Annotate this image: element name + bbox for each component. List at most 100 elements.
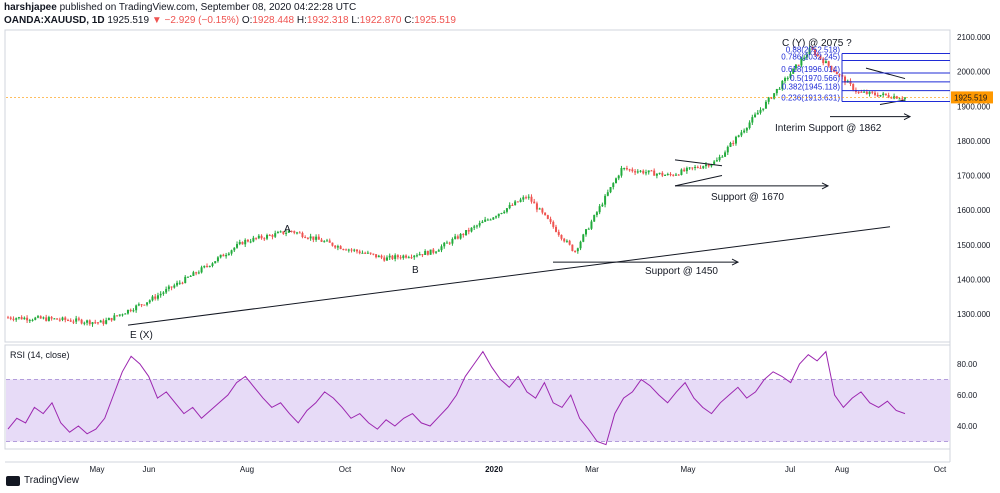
- candle-body: [857, 91, 860, 93]
- candle-body: [631, 169, 634, 172]
- rsi-tick-label: 80.00: [957, 360, 978, 369]
- candle-body: [116, 315, 119, 317]
- candle-body: [751, 117, 754, 123]
- time-tick-label: 2020: [485, 465, 503, 474]
- candle-body: [863, 91, 866, 93]
- candle-body: [874, 92, 877, 95]
- candle-body: [369, 252, 372, 254]
- candle-body: [830, 65, 833, 71]
- candle-body: [287, 230, 290, 233]
- candle-body: [304, 237, 307, 239]
- candle-body: [99, 320, 102, 323]
- candle-body: [890, 97, 893, 99]
- candle-body: [729, 142, 732, 147]
- candle-body: [126, 309, 129, 314]
- candle-body: [901, 98, 904, 100]
- candle-body: [424, 251, 427, 255]
- price-tick-label: 1300.000: [957, 310, 991, 319]
- candle-body: [366, 252, 369, 254]
- candle-body: [546, 215, 549, 219]
- candle-body: [388, 255, 391, 258]
- candle-body: [96, 322, 99, 324]
- candle-body: [852, 83, 855, 90]
- candle-body: [748, 122, 751, 128]
- candle-body: [36, 316, 39, 318]
- candle-body: [315, 236, 318, 240]
- candle-body: [650, 170, 653, 172]
- candle-body: [165, 289, 168, 293]
- high-value: 1932.318: [306, 15, 349, 26]
- candle-body: [195, 272, 198, 274]
- support-1450-label: Support @ 1450: [645, 266, 718, 277]
- candle-body: [614, 178, 617, 184]
- candle-body: [486, 219, 489, 221]
- time-tick-label: Oct: [934, 465, 947, 474]
- candle-body: [298, 232, 301, 234]
- candle-body: [454, 236, 457, 239]
- candle-body: [835, 71, 838, 75]
- candle-body: [167, 286, 170, 290]
- candle-body: [647, 170, 650, 173]
- candle-body: [69, 320, 72, 322]
- candle-body: [445, 242, 448, 244]
- candle-body: [211, 263, 214, 266]
- candle-body: [361, 252, 364, 254]
- candle-body: [405, 255, 408, 258]
- candle-body: [617, 175, 620, 179]
- candle-body: [786, 77, 789, 79]
- candle-body: [173, 285, 176, 288]
- candle-body: [432, 249, 435, 253]
- candle-body: [312, 236, 315, 240]
- candle-body: [574, 250, 577, 252]
- candle-body: [23, 317, 26, 320]
- fib-level-label: 0.88(2052.518): [786, 45, 841, 54]
- candle-body: [519, 199, 522, 202]
- candle-body: [200, 267, 203, 273]
- candle-body: [775, 88, 778, 94]
- candle-body: [118, 314, 121, 316]
- time-tick-label: May: [89, 465, 104, 474]
- candle-body: [148, 300, 151, 303]
- author-name[interactable]: harshjapee: [4, 2, 57, 13]
- candle-body: [334, 245, 337, 248]
- candle-body: [394, 255, 397, 259]
- rsi-band-fill: [6, 379, 950, 442]
- candle-body: [803, 57, 806, 59]
- candle-body: [707, 164, 710, 167]
- candle-body: [898, 98, 901, 100]
- candle-body: [162, 292, 165, 294]
- support-1670-label: Support @ 1670: [711, 192, 784, 203]
- candle-body: [342, 249, 345, 251]
- candle-body: [628, 169, 631, 171]
- rsi-band: [6, 379, 950, 442]
- candle-body: [560, 234, 563, 239]
- candle-body: [197, 272, 200, 274]
- candle-body: [814, 49, 817, 55]
- candle-body: [435, 251, 438, 253]
- rsi-tick-label: 60.00: [957, 391, 978, 400]
- candle-body: [587, 228, 590, 230]
- candle-body: [505, 208, 508, 212]
- candle-body: [328, 240, 331, 243]
- candle-body: [323, 241, 326, 243]
- candle-body: [732, 142, 735, 144]
- candle-body: [724, 152, 727, 157]
- candle-body: [661, 172, 664, 176]
- candle-body: [105, 320, 108, 324]
- candle-body: [159, 293, 162, 296]
- candle-body: [465, 230, 468, 236]
- last-price-tag-text: 1925.519: [954, 93, 988, 102]
- candle-body: [770, 97, 773, 99]
- candle-body: [91, 322, 94, 325]
- candle-body: [740, 132, 743, 136]
- support-1862-arrow-head: [903, 113, 912, 121]
- candle-body: [58, 319, 61, 321]
- candle-body: [721, 156, 724, 158]
- candle-body: [544, 212, 547, 216]
- rsi-tick-label: 40.00: [957, 422, 978, 431]
- candle-body: [710, 164, 713, 167]
- time-axis: May Jun Aug Oct Nov 2020 Mar May Jul Aug Oct: [89, 465, 947, 474]
- candle-body: [383, 257, 386, 261]
- candle-body: [743, 130, 746, 133]
